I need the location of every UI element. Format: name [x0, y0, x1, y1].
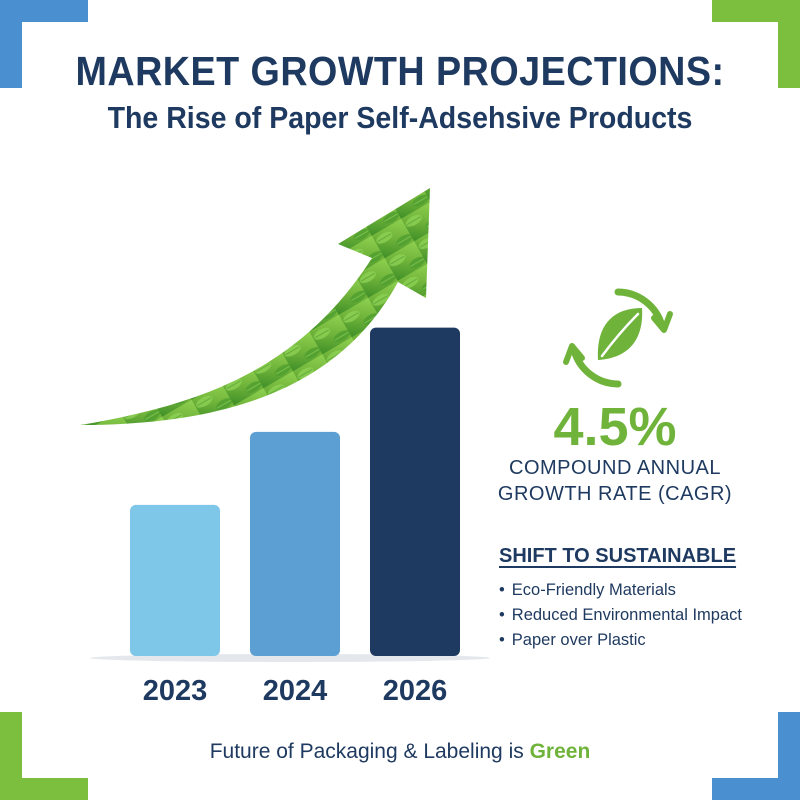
cagr-label-line2: GROWTH RATE (CAGR) [497, 483, 733, 505]
footer-tagline: Future of Packaging & Labeling is Green [0, 740, 800, 764]
growth-arrow-icon [80, 188, 430, 425]
bar-2024 [250, 431, 340, 656]
corner-decoration-top-right [712, 0, 800, 88]
leaf-recycle-icon [563, 288, 673, 388]
bar-2026 [370, 327, 460, 656]
cagr-label: COMPOUND ANNUAL GROWTH RATE (CAGR) [495, 455, 735, 507]
list-item: Reduced Environmental Impact [499, 603, 742, 628]
page-subtitle: The Rise of Paper Self-Adsehsive Product… [107, 100, 693, 135]
list-item: Eco-Friendly Materials [499, 578, 742, 603]
sustainability-heading: SHIFT TO SUSTAINABLE [499, 545, 737, 567]
list-item: Paper over Plastic [499, 628, 742, 653]
corner-decoration-bottom-right [712, 712, 800, 800]
cagr-value: 4.5% [553, 397, 677, 457]
corner-decoration-top-left [0, 0, 88, 88]
footer-highlight: Green [529, 740, 591, 763]
cagr-label-line1: COMPOUND ANNUAL [509, 457, 721, 479]
sustainability-list: Eco-Friendly Materials Reduced Environme… [499, 578, 742, 653]
corner-decoration-bottom-left [0, 712, 88, 800]
x-tick-label: 2023 [143, 675, 208, 707]
page-title: MARKET GROWTH PROJECTIONS: [75, 48, 725, 94]
footer-text: Future of Packaging & Labeling is [209, 740, 524, 763]
x-tick-label: 2024 [263, 675, 328, 707]
bar-2023 [130, 504, 220, 656]
x-tick-label: 2026 [383, 675, 448, 707]
